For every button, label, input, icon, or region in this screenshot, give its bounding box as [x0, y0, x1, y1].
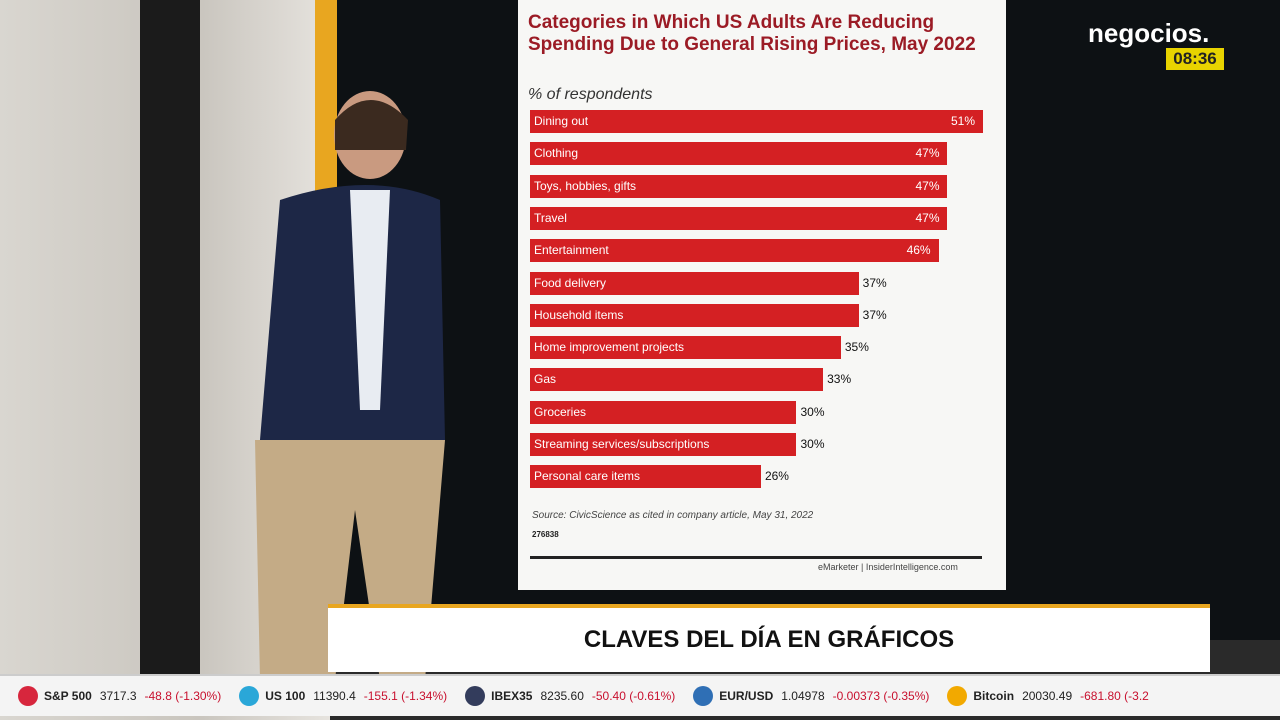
ticker-icon — [465, 686, 486, 706]
category-label: Food delivery — [534, 275, 607, 290]
bar — [530, 142, 948, 166]
ticker-change: -155.1 (-1.34%) — [363, 689, 448, 703]
chart-id: 276838 — [532, 530, 559, 539]
category-label: Groceries — [534, 404, 587, 419]
ticker-item: US 100 11390.4 -155.1 (-1.34%) — [239, 686, 447, 706]
value-label: 26% — [764, 469, 789, 484]
value-label: 51% — [951, 114, 976, 128]
ticker-item: IBEX35 8235.60 -50.40 (-0.61%) — [465, 686, 675, 706]
ticker-price: 3717.3 — [99, 689, 137, 703]
category-label: Dining out — [534, 114, 589, 128]
value-label: 30% — [800, 404, 825, 419]
bar — [530, 433, 797, 456]
category-label: Gas — [534, 372, 557, 387]
headline-banner: CLAVES DEL DÍA EN GRÁFICOS — [328, 604, 1210, 672]
bar — [530, 110, 983, 133]
bar — [530, 465, 761, 489]
bar — [530, 400, 797, 424]
chart-source: Source: CivicScience as cited in company… — [532, 510, 814, 521]
market-ticker: S&P 500 3717.3 -48.8 (-1.30%) US 100 11390.4… — [0, 674, 1280, 716]
bar — [530, 303, 859, 327]
bar — [530, 174, 948, 198]
ticker-symbol: EUR/USD — [719, 689, 774, 703]
ticker-price: 20030.49 — [1022, 689, 1073, 703]
category-label: Travel — [534, 210, 567, 225]
category-label: Home improvement projects — [534, 340, 685, 355]
chart-subtitle: % of respondents — [528, 86, 653, 103]
value-label: 47% — [915, 178, 940, 193]
ticker-change: -0.00373 (-0.35%) — [832, 689, 930, 703]
value-label: 33% — [827, 372, 852, 387]
ticker-change: -48.8 (-1.30%) — [144, 689, 222, 703]
category-label: Personal care items — [534, 469, 641, 484]
ticker-item: S&P 500 3717.3 -48.8 (-1.30%) — [18, 686, 221, 706]
ticker-symbol: US 100 — [265, 689, 306, 703]
ticker-item: Bitcoin 20030.49 -681.80 (-3.2 — [947, 686, 1149, 706]
clock: 08:36 — [1166, 48, 1224, 70]
bar — [530, 271, 859, 295]
ticker-symbol: S&P 500 — [44, 689, 92, 703]
bar — [530, 368, 824, 392]
bar — [530, 239, 939, 263]
ticker-price: 8235.60 — [540, 689, 584, 703]
chart-credit: eMarketer | InsiderIntelligence.com — [818, 562, 958, 572]
footer-rule — [530, 556, 982, 559]
bar — [530, 336, 841, 360]
ticker-icon — [239, 686, 260, 706]
value-label: 46% — [906, 243, 931, 258]
presenter — [255, 91, 445, 680]
value-label: 47% — [915, 210, 940, 225]
category-label: Toys, hobbies, gifts — [534, 178, 637, 193]
category-label: Clothing — [534, 146, 579, 161]
channel-logo: negocios. — [1088, 18, 1210, 48]
category-label: Streaming services/subscriptions — [534, 437, 710, 451]
ticker-item: EUR/USD 1.04978 -0.00373 (-0.35%) — [693, 686, 929, 706]
value-label: 37% — [862, 307, 887, 322]
ticker-icon — [947, 686, 968, 706]
value-label: 30% — [800, 437, 825, 451]
ticker-icon — [18, 686, 38, 706]
ticker-price: 1.04978 — [781, 689, 825, 703]
chart-title: Categories in Which US Adults Are Reduci… — [528, 12, 976, 55]
ticker-change: -681.80 (-3.2 — [1080, 689, 1149, 703]
value-label: 47% — [915, 146, 940, 161]
ticker-icon — [693, 686, 714, 706]
value-label: 37% — [862, 275, 887, 290]
studio-pillar — [140, 0, 200, 680]
ticker-price: 11390.4 — [313, 689, 356, 703]
chart-panel: Categories in Which US Adults Are Reduci… — [518, 0, 1006, 590]
category-label: Entertainment — [534, 243, 609, 258]
bar-area: Dining out 51% Clothing 47% Toys, hobbies, g… — [518, 0, 1006, 510]
ticker-symbol: Bitcoin — [973, 689, 1015, 703]
ticker-change: -50.40 (-0.61%) — [591, 689, 676, 703]
category-label: Household items — [534, 307, 624, 322]
ticker-symbol: IBEX35 — [491, 689, 533, 703]
value-label: 35% — [844, 340, 869, 355]
bar — [530, 206, 948, 230]
